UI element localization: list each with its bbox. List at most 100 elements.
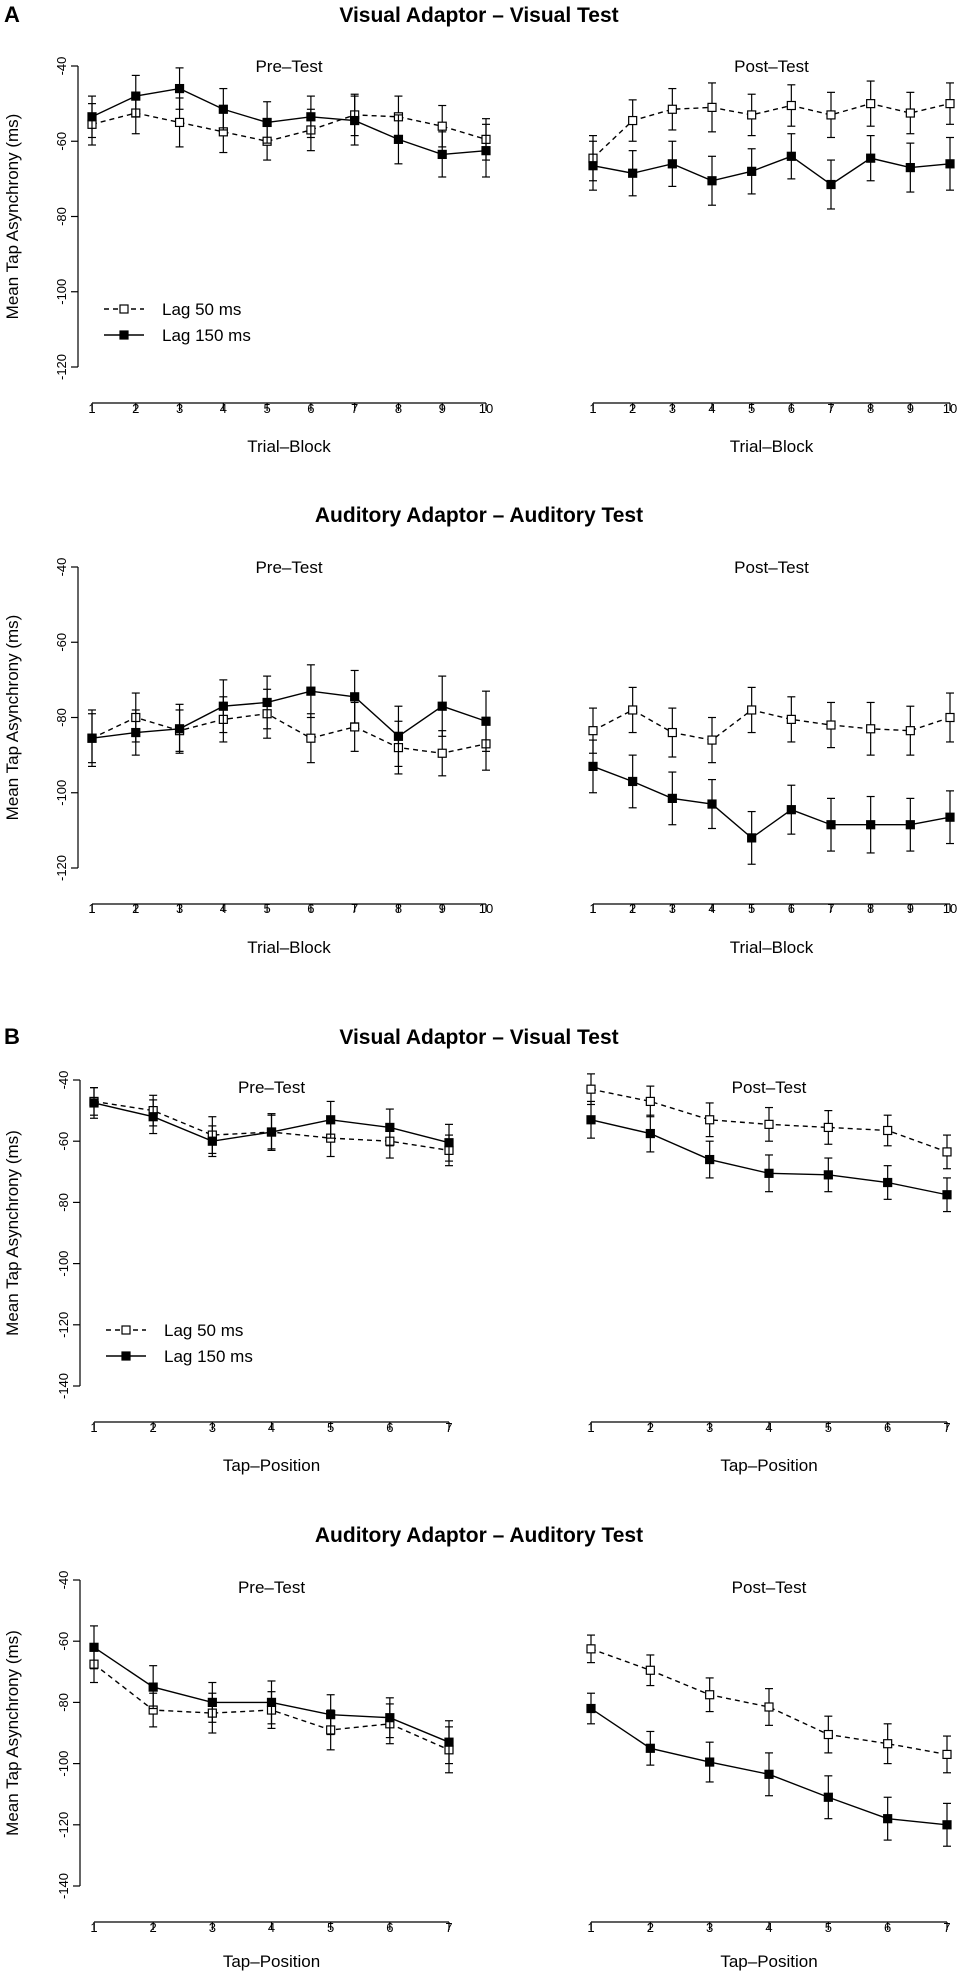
data-point [945, 99, 955, 109]
y-tick-label: -120 [56, 1312, 71, 1338]
charts-layer: Visual Adaptor – Visual Test Pre–Test 1 2 3 4… [3, 4, 957, 1971]
data-point [905, 726, 915, 736]
y-axis-label: Mean Tap Asynchrony (ms) [3, 1130, 22, 1336]
data-point [350, 115, 360, 126]
x-tick-label: 1 [90, 1420, 97, 1435]
y-tick-label: -100 [54, 780, 69, 806]
data-point [437, 748, 447, 758]
data-point [148, 1112, 158, 1122]
data-point [628, 776, 638, 787]
data-point [747, 705, 757, 715]
chart-subtitle: Pre–Test [238, 1078, 305, 1097]
x-tick-label: 6 [884, 1420, 891, 1435]
x-tick-label: 6 [884, 1920, 891, 1935]
x-axis-label: Trial–Block [247, 938, 331, 957]
x-tick-label: 10 [479, 901, 493, 916]
x-tick-label: 1 [90, 1920, 97, 1935]
x-axis-label: Tap–Position [720, 1952, 817, 1971]
y-tick-label: -120 [56, 1812, 71, 1838]
x-tick-label: 8 [395, 401, 402, 416]
chart-5: Visual Adaptor – Visual Test Pre–Test 1 2 3 4… [3, 1026, 619, 1475]
series-lag-150 [588, 133, 955, 210]
series-lag-50 [588, 686, 955, 764]
x-tick-label: 1 [587, 1920, 594, 1935]
x-tick-label: 2 [629, 901, 636, 916]
data-point [645, 1665, 655, 1675]
series-line [592, 709, 951, 741]
data-point [667, 793, 677, 803]
data-point [747, 166, 757, 176]
x-tick-label: 9 [907, 401, 914, 416]
x-tick-label: 6 [788, 401, 795, 416]
x-tick-label: 3 [669, 901, 676, 916]
data-point [786, 100, 796, 111]
data-point [89, 1098, 99, 1108]
chart-subtitle: Pre–Test [238, 1578, 305, 1597]
chart-subtitle: Post–Test [734, 558, 809, 577]
x-tick-label: 3 [176, 901, 183, 916]
y-tick-label: -60 [54, 132, 69, 151]
x-tick-label: 5 [327, 1420, 334, 1435]
chart-subtitle: Post–Test [732, 1078, 807, 1097]
x-tick-label: 4 [220, 401, 227, 416]
data-point [905, 108, 915, 118]
data-point [588, 726, 598, 736]
data-point [942, 1820, 952, 1830]
data-point [262, 117, 272, 128]
x-tick-label: 7 [943, 1420, 950, 1435]
series-line [91, 87, 487, 156]
x-tick-label: 3 [706, 1420, 713, 1435]
chart-title: Visual Adaptor – Visual Test [339, 1026, 618, 1049]
data-point [667, 104, 677, 114]
x-tick-label: 3 [706, 1920, 713, 1935]
series-line [91, 112, 487, 142]
data-point [945, 159, 955, 169]
x-tick-label: 9 [907, 901, 914, 916]
series-lag-150 [588, 739, 955, 865]
data-point [306, 686, 316, 696]
data-point [207, 1136, 217, 1146]
y-tick-label: -120 [54, 855, 69, 881]
legend-label: Lag 50 ms [164, 1321, 243, 1340]
x-tick-label: 4 [268, 1920, 275, 1935]
y-tick-label: -140 [56, 1873, 71, 1899]
y-tick-label: -100 [56, 1251, 71, 1277]
x-tick-label: 2 [132, 401, 139, 416]
data-point [586, 1703, 596, 1714]
data-point [218, 701, 228, 711]
y-tick-label: -100 [54, 279, 69, 305]
x-tick-label: 4 [708, 401, 715, 416]
chart-subtitle: Pre–Test [255, 57, 322, 76]
legend: Lag 50 ms Lag 150 ms [104, 300, 251, 345]
chart-3: Auditory Adaptor – Auditory Test Pre–Test… [3, 504, 643, 957]
x-tick-label: 2 [132, 901, 139, 916]
x-tick-label: 6 [307, 901, 314, 916]
x-tick-label: 5 [263, 901, 270, 916]
legend-marker [119, 304, 129, 314]
y-tick-label: -60 [54, 633, 69, 652]
x-tick-label: 7 [445, 1920, 452, 1935]
chart-7: Auditory Adaptor – Auditory Test Pre–Test… [3, 1524, 643, 1971]
x-tick-label: 4 [765, 1420, 772, 1435]
x-tick-label: 2 [150, 1420, 157, 1435]
x-tick-label: 2 [150, 1920, 157, 1935]
data-point [174, 117, 185, 128]
data-point [437, 149, 447, 160]
series-lag-150 [87, 664, 491, 768]
x-tick-label: 4 [708, 901, 715, 916]
x-tick-label: 5 [327, 1920, 334, 1935]
data-point [826, 820, 836, 830]
x-tick-label: 8 [867, 401, 874, 416]
data-point [586, 1084, 596, 1094]
data-point [148, 1682, 158, 1692]
x-tick-label: 7 [445, 1420, 452, 1435]
data-point [764, 1769, 774, 1779]
series-lag-50 [586, 1634, 952, 1774]
x-tick-label: 7 [351, 401, 358, 416]
x-tick-label: 4 [765, 1920, 772, 1935]
y-tick-label: -40 [54, 57, 69, 76]
series-lag-150 [89, 1625, 454, 1765]
chart-6: Post–Test 1 2 3 4 5 6 7 Tap–Position [586, 1073, 952, 1475]
data-point [707, 102, 717, 112]
x-tick-label: 5 [748, 401, 755, 416]
